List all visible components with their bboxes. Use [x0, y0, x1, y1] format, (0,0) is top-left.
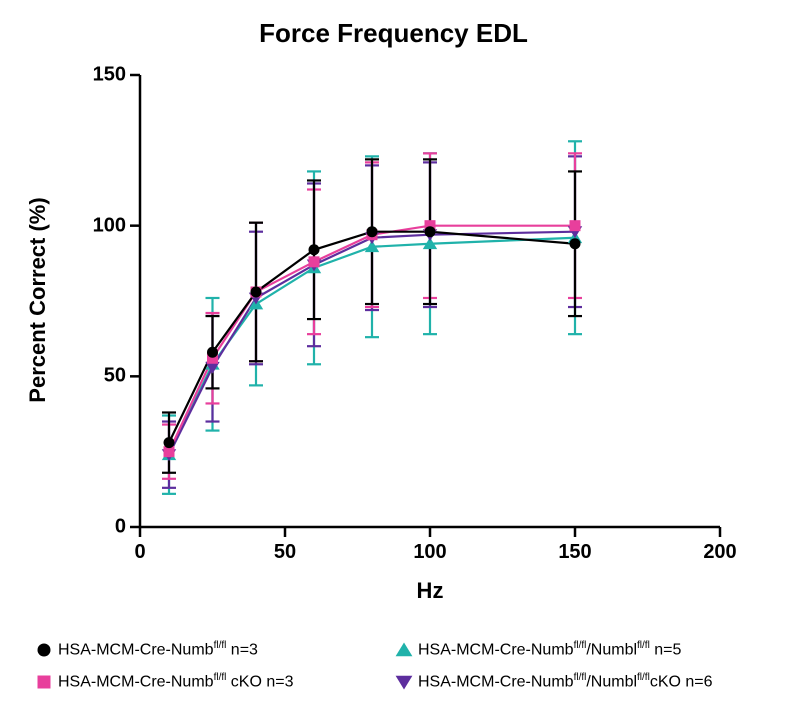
marker-circle — [251, 286, 262, 297]
legend-text: HSA-MCM-Cre-Numbfl/fl cKO n=3 — [58, 672, 294, 691]
marker-circle — [38, 644, 51, 657]
legend-marker — [390, 640, 418, 660]
x-tick-label: 50 — [274, 541, 296, 564]
y-tick-label: 50 — [76, 365, 126, 388]
legend-text: HSA-MCM-Cre-Numbfl/fl/Numblfl/fl n=5 — [418, 640, 681, 659]
marker-circle — [425, 226, 436, 237]
marker-circle — [207, 347, 218, 358]
marker-circle — [309, 244, 320, 255]
marker-tri-up — [396, 642, 413, 656]
marker-circle — [164, 437, 175, 448]
legend-item: HSA-MCM-Cre-Numbfl/fl/Numblfl/fl n=5 — [390, 640, 750, 660]
legend-item: HSA-MCM-Cre-Numbfl/fl cKO n=3 — [30, 672, 390, 692]
marker-tri-down — [396, 676, 413, 690]
legend-text: HSA-MCM-Cre-Numbfl/fl/Numblfl/flcKO n=6 — [418, 672, 713, 691]
marker-circle — [367, 226, 378, 237]
y-tick-label: 0 — [76, 516, 126, 539]
legend-marker — [30, 672, 58, 692]
legend-marker — [30, 640, 58, 660]
legend-item: HSA-MCM-Cre-Numbfl/fl/Numblfl/flcKO n=6 — [390, 672, 750, 692]
y-axis-label: Percent Correct (%) — [25, 197, 51, 402]
marker-square — [570, 220, 581, 231]
plot-area: 050100150050100150200 — [140, 75, 720, 527]
chart-title: Force Frequency EDL — [0, 18, 787, 49]
x-tick-label: 100 — [413, 541, 446, 564]
x-axis-label: Hz — [417, 578, 444, 604]
legend-item: HSA-MCM-Cre-Numbfl/fl n=3 — [30, 640, 390, 660]
marker-square — [38, 676, 51, 689]
y-tick-label: 100 — [76, 214, 126, 237]
plot-svg — [140, 75, 720, 527]
x-tick-label: 200 — [703, 541, 736, 564]
marker-square — [309, 256, 320, 267]
legend-marker — [390, 672, 418, 692]
marker-circle — [570, 238, 581, 249]
legend-text: HSA-MCM-Cre-Numbfl/fl n=3 — [58, 640, 258, 659]
y-tick-label: 150 — [76, 64, 126, 87]
legend-row: HSA-MCM-Cre-Numbfl/fl cKO n=3 HSA-MCM-Cre… — [30, 672, 760, 692]
x-tick-label: 0 — [134, 541, 145, 564]
x-tick-label: 150 — [558, 541, 591, 564]
legend-row: HSA-MCM-Cre-Numbfl/fl n=3 HSA-MCM-Cre-Num… — [30, 640, 760, 660]
legend: HSA-MCM-Cre-Numbfl/fl n=3 HSA-MCM-Cre-Num… — [30, 640, 760, 710]
